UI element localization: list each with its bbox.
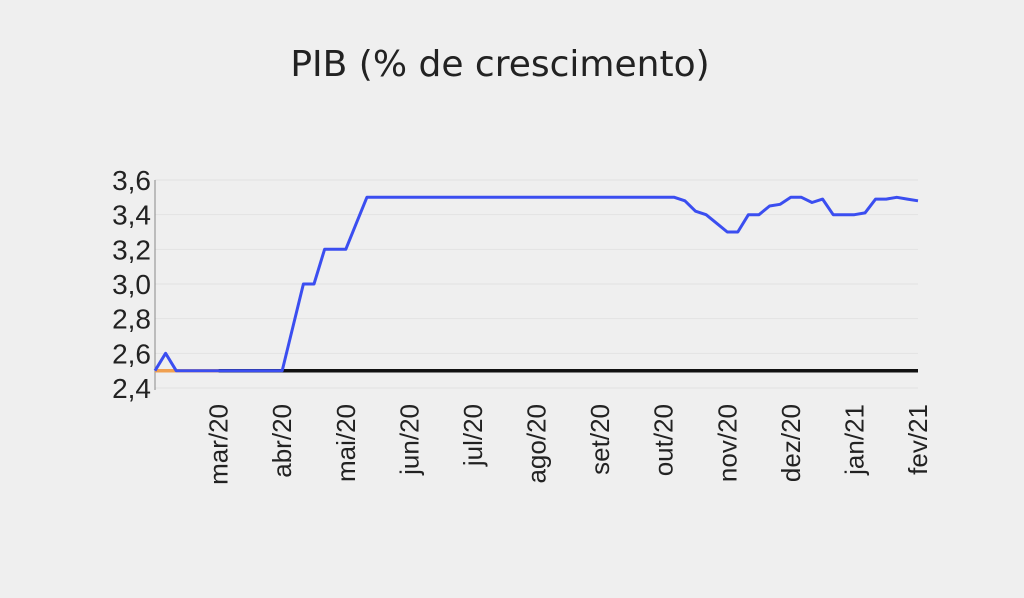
y-tick-label: 3,4: [112, 200, 151, 231]
data-line: [153, 195, 919, 373]
y-tick-label: 3,2: [112, 234, 151, 265]
x-tick-label: dez/20: [776, 404, 806, 482]
y-tick-label: 2,4: [112, 373, 151, 404]
y-tick-label: 2,8: [112, 304, 151, 335]
y-tick-label: 2,6: [112, 338, 151, 369]
x-tick-label: jan/21: [839, 404, 869, 476]
chart-title: PIB (% de crescimento): [290, 44, 709, 85]
x-tick-label: mar/20: [204, 404, 234, 485]
x-tick-label: out/20: [649, 404, 679, 476]
y-tick-label: 3,0: [112, 269, 151, 300]
x-tick-label: jul/20: [458, 404, 488, 467]
x-tick-label: ago/20: [522, 404, 552, 484]
x-tick-label: abr/20: [267, 404, 297, 478]
x-tick-label: jun/20: [394, 404, 424, 476]
x-tick-label: set/20: [585, 404, 615, 475]
x-tick-label: mai/20: [331, 404, 361, 482]
x-tick-label: fev/21: [903, 404, 933, 475]
y-tick-label: 3,6: [112, 165, 151, 196]
x-tick-label: nov/20: [712, 404, 742, 482]
